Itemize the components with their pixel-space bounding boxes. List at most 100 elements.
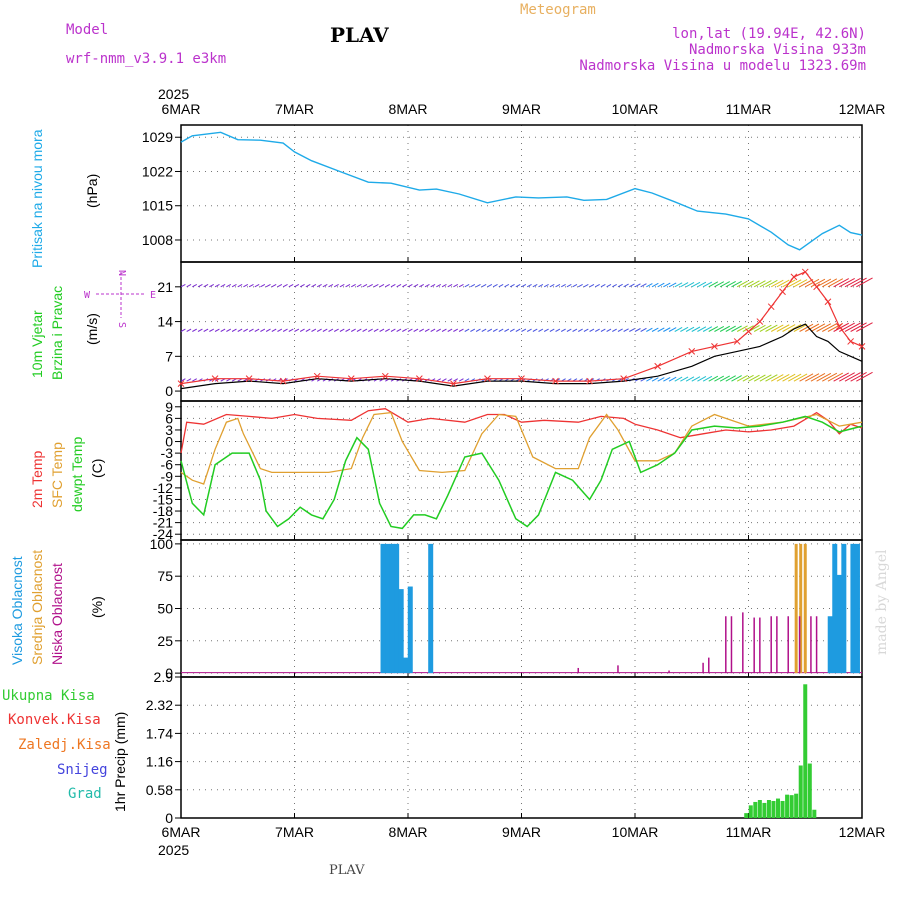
compass-w-label: W [84, 290, 91, 301]
wind-barb [595, 328, 600, 332]
wind-barb [753, 324, 766, 332]
date-tick-top: 7MAR [275, 101, 314, 117]
wind-barb [271, 328, 277, 332]
wind-barb [787, 373, 802, 382]
wind-barb [373, 283, 379, 288]
wind-barb [822, 323, 838, 332]
wind-gust-marker [313, 372, 321, 380]
wind-gust-marker [279, 377, 287, 385]
wind-barb [453, 328, 459, 332]
wind-barb [742, 325, 754, 332]
wind-barb [759, 324, 772, 332]
wind-barb [839, 277, 855, 288]
wind-compass: N E S W [84, 270, 156, 328]
date-tick-bottom: 11MAR [726, 824, 772, 840]
precip-bar [753, 801, 758, 818]
wind-barb [214, 328, 220, 332]
wind-barb [844, 372, 861, 382]
wind-barb [736, 375, 748, 382]
wind-barb [333, 328, 339, 332]
wind-barb [509, 328, 515, 332]
wind-barb [657, 282, 665, 288]
y-tick-label: 1008 [142, 232, 173, 248]
wind-barb [487, 328, 493, 332]
date-tick-top: 10MAR [612, 101, 659, 117]
wind-barb [827, 372, 844, 382]
wind-barb [197, 283, 203, 288]
wind-barb [498, 328, 504, 332]
wind-gust-marker [711, 343, 718, 350]
y-tick-label: -24 [153, 526, 173, 542]
wind-barb [282, 328, 288, 332]
wind-barb [595, 283, 600, 288]
temp-ylabel: 2m Temp [29, 450, 45, 508]
wind-barb [509, 283, 515, 288]
cloud-bar-low [770, 616, 772, 674]
wind-barb [793, 373, 808, 382]
cloud-bar-high [398, 589, 404, 674]
cloud-bar-high [389, 543, 395, 674]
wind-barb [197, 328, 203, 332]
wind-barb [413, 328, 419, 332]
wind-barb [719, 281, 730, 288]
precip-bar [803, 684, 808, 818]
precip-bar [776, 798, 781, 818]
wind-barb [629, 283, 635, 288]
wind-barb [850, 322, 867, 332]
wind-barb [470, 328, 476, 332]
y-tick-label: 1022 [142, 163, 173, 179]
precip-bar [812, 809, 817, 818]
wind-barb [385, 283, 390, 288]
y-tick-label: 3 [165, 422, 173, 438]
y-tick-label: 6 [165, 410, 173, 426]
wind-barb [646, 283, 653, 288]
cloud-bar-high [832, 543, 838, 674]
wind-barb [407, 328, 413, 332]
cloud-bar-low [776, 616, 778, 674]
wind-barb [816, 372, 832, 382]
cloud-bar-low [577, 667, 579, 674]
wind-barb [543, 283, 549, 288]
wind-gust-marker [801, 268, 809, 276]
wind-gust-marker [813, 283, 820, 291]
wind-gust-marker [620, 375, 628, 383]
legend-convective: Konvek.Kisa [8, 712, 101, 728]
wind-barb [787, 324, 802, 332]
wind-barb [294, 328, 300, 332]
cloud-bar-low [708, 657, 710, 674]
wind-barb [782, 324, 796, 332]
cloud-bar-low [798, 616, 801, 674]
wind-barb [498, 283, 504, 288]
wind-barb [822, 278, 838, 288]
wind-barb [464, 378, 470, 382]
wind-gust-marker [552, 377, 559, 385]
cloud-bar-low [810, 616, 812, 674]
wind-barb [589, 328, 595, 332]
cloud-bar-high [407, 586, 413, 674]
wind-barb [572, 328, 578, 332]
wind-barb [748, 374, 760, 382]
precip-ylabel: 1hr Precip (mm) [112, 712, 128, 812]
y-tick-label: 0 [165, 810, 173, 826]
wind-barb [299, 328, 305, 332]
temp-ylabel-sub: SFC Temp [49, 442, 65, 508]
wind-barb [680, 282, 689, 288]
y-tick-label: 2.9 [154, 669, 174, 685]
cloud-bar-low [753, 617, 755, 674]
wind-barb [385, 328, 390, 332]
wind-barb [373, 328, 379, 332]
wind-barb [759, 374, 772, 382]
wind-barb [805, 373, 820, 382]
wind-barb [532, 328, 538, 332]
y-tick-label: -18 [153, 503, 173, 519]
wind-barb [521, 328, 527, 332]
wind-barb [447, 283, 453, 288]
wind-barb [725, 375, 736, 382]
wind-barb [453, 378, 459, 382]
y-tick-label: 2.32 [146, 697, 173, 713]
panel-frame [180, 124, 863, 263]
wind-barb [549, 283, 555, 288]
wind-barb [248, 328, 254, 332]
wind-barb [850, 372, 867, 382]
wind-barb [833, 278, 849, 288]
